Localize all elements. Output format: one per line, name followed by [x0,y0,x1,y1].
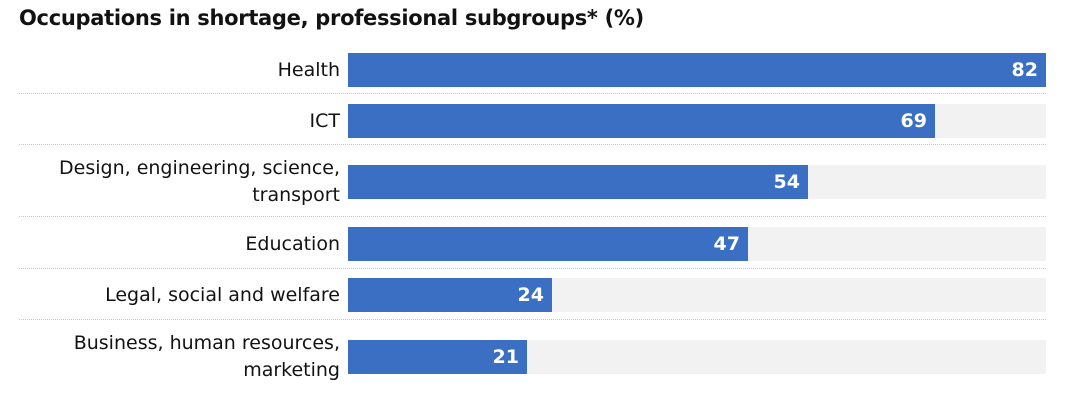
bar-value-label: 82 [1011,59,1038,81]
row-divider [19,268,1046,269]
bar-track: 54 [348,165,1046,199]
category-label: Business, human resources, marketing [74,330,340,384]
row-divider [19,144,1046,145]
bar: 82 [348,53,1046,87]
bar-value-label: 69 [900,110,927,132]
category-label: Design, engineering, science, transport [59,155,340,209]
bar-track: 69 [348,104,1046,138]
bar-track: 47 [348,227,1046,261]
bar: 24 [348,278,552,312]
category-label: Health [278,57,340,84]
category-label-line: Design, engineering, science, [59,157,340,179]
bar-track: 21 [348,340,1046,374]
bar-value-label: 47 [713,233,740,255]
category-label-line: ICT [309,109,340,132]
bar: 21 [348,340,527,374]
chart-title: Occupations in shortage, professional su… [19,6,644,30]
row-divider [19,93,1046,94]
bar-value-label: 21 [492,346,519,368]
bar-track: 82 [348,53,1046,87]
row-divider [19,216,1046,217]
bar: 69 [348,104,935,138]
bar-value-label: 54 [773,171,800,193]
row-divider [19,319,1046,320]
category-label-line: Education [245,232,340,255]
category-label-line: Business, human resources, [73,332,340,354]
category-label: Legal, social and welfare [105,282,340,309]
bar-track: 24 [348,278,1046,312]
category-label-line: marketing [243,359,340,381]
category-label: ICT [310,108,340,135]
category-label-line: Health [277,58,340,81]
bar: 54 [348,165,808,199]
category-label-line: transport [252,184,340,206]
bar-value-label: 24 [517,284,544,306]
bar: 47 [348,227,748,261]
category-label-line: Legal, social and welfare [105,283,340,306]
category-label: Education [245,231,340,258]
